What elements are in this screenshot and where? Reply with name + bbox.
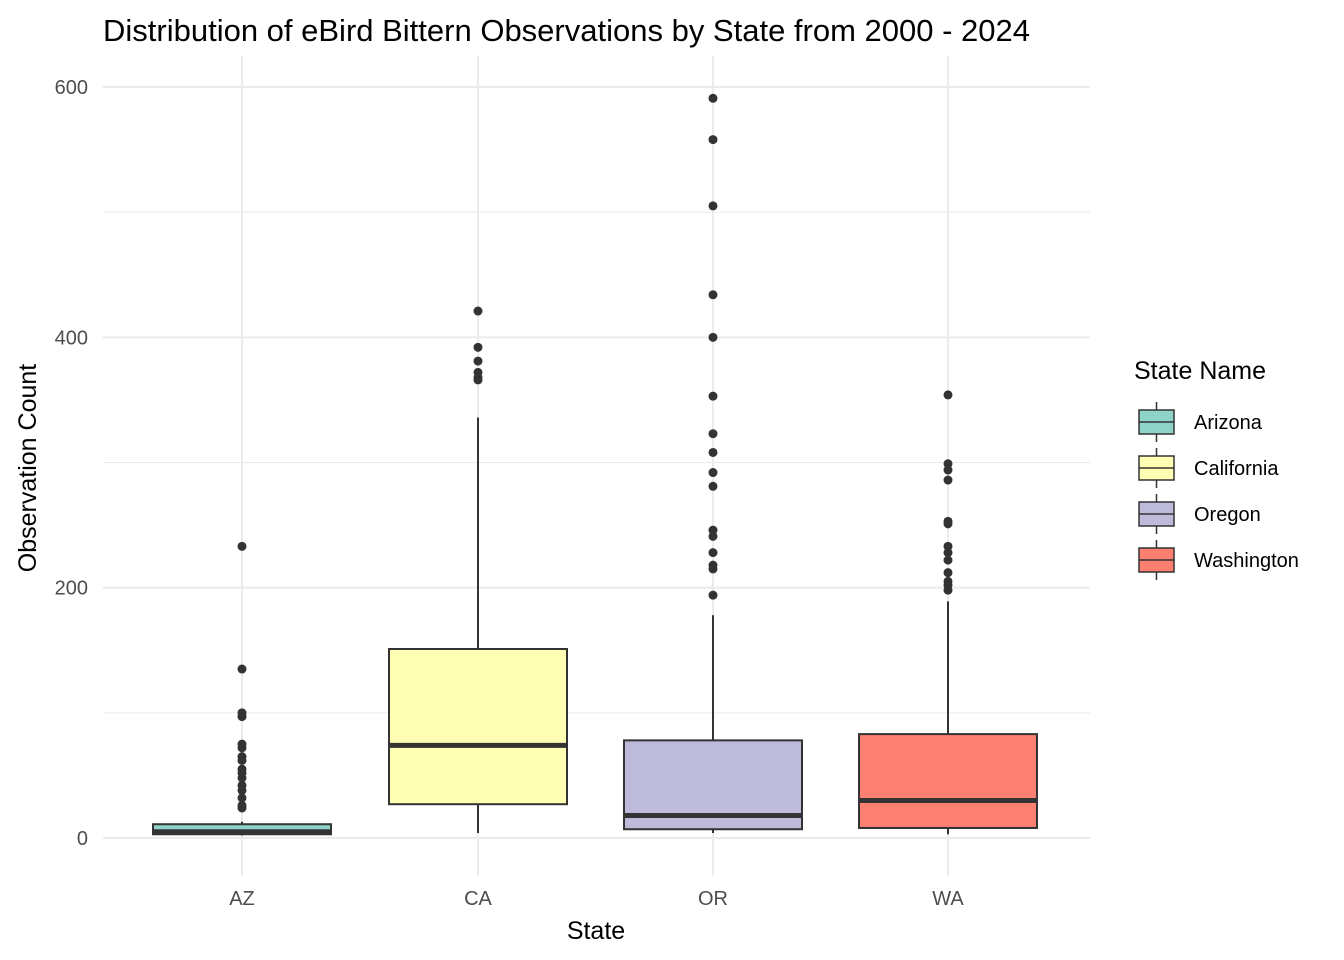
outlier-point — [708, 201, 718, 211]
outlier-point — [943, 465, 953, 475]
outlier-point — [473, 367, 483, 377]
y-axis-title: Observation Count — [14, 364, 42, 573]
x-tick-label: WA — [932, 888, 964, 910]
outlier-point — [708, 531, 718, 541]
x-tick-label: CA — [464, 888, 492, 910]
legend-label: Washington — [1194, 550, 1299, 572]
outlier-point — [473, 306, 483, 316]
outlier-point — [708, 590, 718, 600]
outlier-point — [943, 459, 953, 469]
y-tick-label: 400 — [55, 327, 88, 349]
y-axis: 0 200 400 600 — [55, 77, 88, 850]
legend-label: Arizona — [1194, 412, 1263, 434]
box-body — [388, 647, 568, 806]
legend-item-washington: Washington — [1138, 540, 1299, 580]
outlier-point — [708, 468, 718, 478]
box-body — [152, 823, 332, 836]
outlier-point — [237, 541, 247, 551]
outlier-point — [943, 516, 953, 526]
outlier-point — [708, 290, 718, 300]
box-az — [152, 541, 332, 836]
legend-title: State Name — [1134, 357, 1266, 385]
plot-area — [152, 93, 1038, 836]
x-tick-label: AZ — [229, 888, 255, 910]
outlier-point — [708, 525, 718, 535]
outlier-point — [708, 548, 718, 558]
outlier-point — [708, 93, 718, 103]
outlier-point — [237, 800, 247, 810]
legend-item-california: California — [1138, 448, 1279, 488]
outlier-point — [943, 390, 953, 400]
x-axis-title: State — [567, 917, 625, 945]
outlier-point — [237, 793, 247, 803]
y-tick-label: 0 — [77, 828, 88, 850]
outlier-point — [943, 541, 953, 551]
outlier-point — [943, 475, 953, 485]
outlier-point — [943, 555, 953, 565]
legend-label: Oregon — [1194, 504, 1261, 526]
outlier-point — [237, 752, 247, 762]
outlier-point — [237, 780, 247, 790]
outlier-point — [943, 568, 953, 578]
y-tick-label: 200 — [55, 578, 88, 600]
outlier-point — [708, 429, 718, 439]
outlier-point — [473, 342, 483, 352]
outlier-point — [708, 135, 718, 145]
legend-item-oregon: Oregon — [1138, 494, 1261, 534]
x-axis: AZ CA OR WA — [229, 888, 964, 910]
outlier-point — [237, 739, 247, 749]
x-tick-label: OR — [698, 888, 728, 910]
outlier-point — [708, 391, 718, 401]
legend-label: California — [1194, 458, 1279, 480]
chart-title: Distribution of eBird Bittern Observatio… — [103, 13, 1030, 48]
outlier-point — [708, 560, 718, 570]
outlier-point — [943, 576, 953, 586]
box-body — [858, 733, 1038, 829]
outlier-point — [237, 764, 247, 774]
outlier-point — [473, 356, 483, 366]
outlier-point — [708, 332, 718, 342]
legend-item-arizona: Arizona — [1138, 402, 1263, 442]
box-or — [623, 93, 803, 833]
legend: State Name Arizona California Oregon Washin… — [1134, 357, 1299, 580]
outlier-point — [708, 447, 718, 457]
outlier-point — [708, 481, 718, 491]
box-wa — [858, 390, 1038, 835]
outlier-point — [943, 548, 953, 558]
outlier-point — [237, 664, 247, 674]
y-tick-label: 600 — [55, 77, 88, 99]
outlier-point — [237, 708, 247, 718]
box-ca — [388, 306, 568, 833]
